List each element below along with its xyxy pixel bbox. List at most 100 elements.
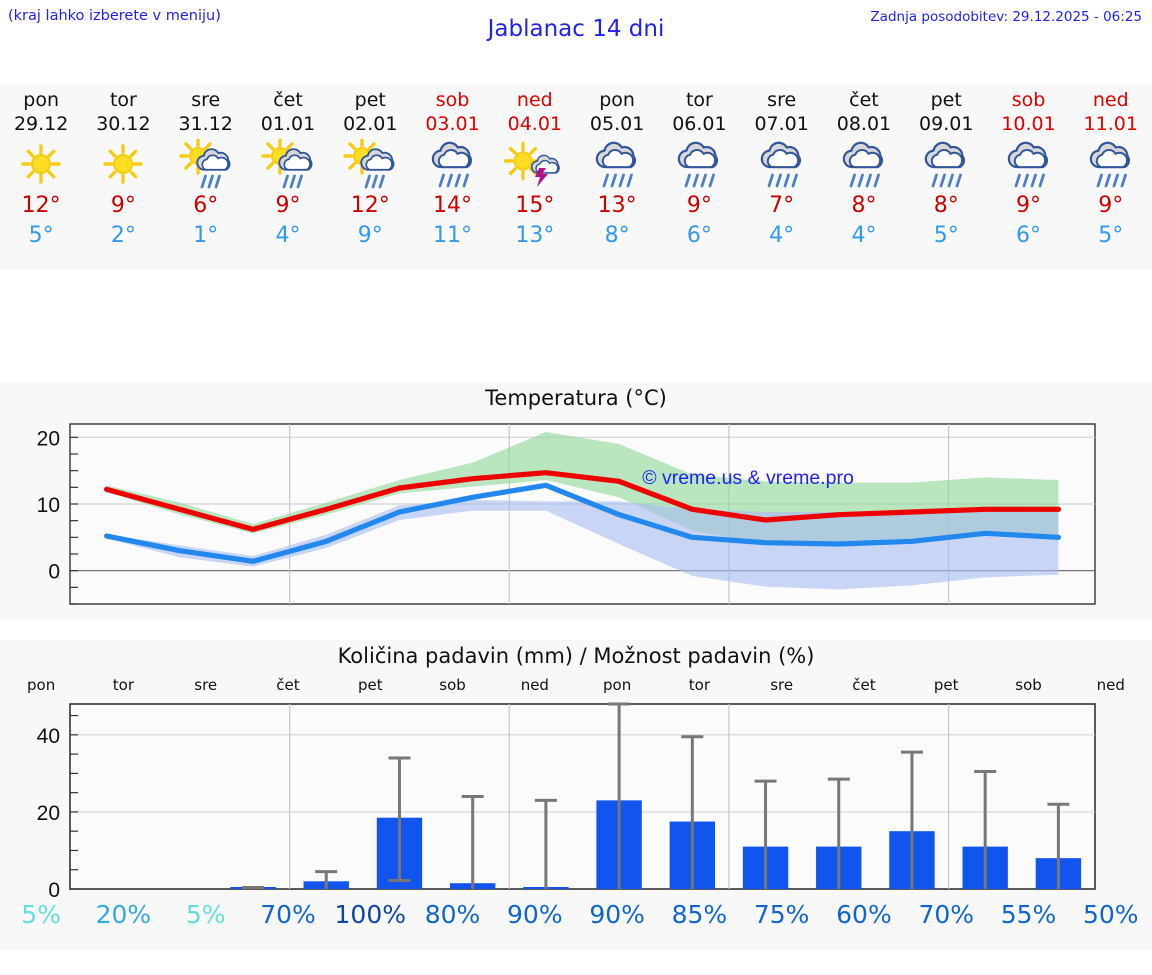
forecast-day-7[interactable]: ned 04.01 15° 13°: [494, 84, 576, 269]
precipitation-error-bar: [900, 750, 923, 889]
day-of-week-label: pon: [599, 89, 635, 111]
precipitation-error-bar: [754, 779, 777, 889]
min-temperature-label: 4°: [275, 223, 301, 248]
forecast-day-6[interactable]: sob 03.01 14° 11°: [411, 84, 493, 269]
precipitation-probability-label: 55%: [1000, 900, 1057, 929]
day-date-label: 10.01: [1001, 113, 1056, 135]
forecast-day-9[interactable]: tor 06.01 9° 6°: [658, 84, 740, 269]
min-temperature-label: 13°: [515, 223, 555, 248]
precipitation-day-labels: pon tor sre čet pet sob ned pon tor sre čet pet sob n…: [0, 676, 1152, 698]
precip-day-label: pet: [933, 676, 959, 694]
day-date-label: 03.01: [425, 113, 480, 135]
min-temperature-label: 2°: [110, 223, 136, 248]
precipitation-probability-label: 50%: [1083, 900, 1139, 929]
precipitation-error-bar: [461, 795, 484, 889]
precipitation-error-bar: [242, 885, 265, 889]
cloud-rain-icon: [914, 139, 978, 191]
precip-day-label: čet: [852, 676, 876, 694]
day-of-week-label: čet: [273, 89, 303, 111]
sun-icon: [9, 139, 73, 191]
forecast-day-13[interactable]: sob 10.01 9° 6°: [987, 84, 1069, 269]
precip-day-label: pon: [27, 676, 56, 694]
precip-y-tick-label: 40: [37, 725, 60, 748]
forecast-day-11[interactable]: čet 08.01 8° 4°: [823, 84, 905, 269]
day-date-label: 01.01: [260, 113, 316, 135]
max-temperature-label: 9°: [1016, 193, 1042, 218]
max-temperature-label: 15°: [515, 193, 555, 218]
min-temperature-label: 11°: [433, 223, 473, 248]
sun-thunderstorm-icon: [503, 139, 567, 191]
max-temperature-label: 9°: [1098, 193, 1124, 218]
precipitation-error-bar: [608, 702, 631, 889]
forecast-day-1[interactable]: pon 29.12 12° 5°: [0, 84, 82, 269]
day-of-week-label: čet: [849, 89, 879, 111]
temperature-panel: Temperatura (°C) 0 10 20 © vreme.us & vreme…: [0, 382, 1152, 620]
day-of-week-label: pon: [23, 89, 59, 111]
day-date-label: 30.12: [96, 113, 151, 135]
precipitation-error-bar: [534, 798, 557, 889]
precipitation-error-bar: [974, 769, 997, 889]
precipitation-probability-label: 75%: [753, 900, 810, 929]
precip-day-label: pet: [357, 676, 383, 694]
precip-day-label: sre: [770, 676, 794, 694]
forecast-day-2[interactable]: tor 30.12 9° 2°: [82, 84, 164, 269]
day-date-label: 11.01: [1083, 113, 1138, 135]
day-date-label: 06.01: [672, 113, 727, 135]
cloud-rain-icon: [585, 139, 649, 191]
day-date-label: 09.01: [919, 113, 974, 135]
last-update-text: Zadnja posodobitev: 29.12.2025 - 06:25: [870, 9, 1142, 25]
max-temperature-label: 13°: [597, 193, 637, 218]
day-of-week-label: tor: [109, 89, 137, 111]
forecast-day-8[interactable]: pon 05.01 13° 8°: [576, 84, 658, 269]
day-of-week-label: ned: [516, 89, 553, 111]
temp-y-tick-label: 0: [48, 561, 60, 584]
max-temperature-label: 12°: [350, 193, 390, 218]
day-of-week-label: pet: [930, 89, 962, 111]
sun-rain-icon: [174, 139, 238, 191]
min-temperature-label: 5°: [933, 223, 959, 248]
day-date-label: 08.01: [836, 113, 892, 135]
temperature-line: [104, 470, 1061, 532]
precipitation-probability-label: 60%: [836, 900, 892, 929]
min-temperature-label: 5°: [28, 223, 54, 248]
precipitation-probability-label: 70%: [260, 900, 316, 929]
max-temperature-label: 14°: [433, 193, 473, 218]
min-temperature-label: 4°: [769, 223, 795, 248]
forecast-day-5[interactable]: pet 02.01 12° 9°: [329, 84, 411, 269]
precipitation-error-bar: [388, 756, 411, 883]
max-temperature-label: 7°: [769, 193, 795, 218]
cloud-rain-icon: [1079, 139, 1143, 191]
forecast-day-3[interactable]: sre 31.12 6° 1°: [165, 84, 247, 269]
precipitation-probability-label: 85%: [671, 900, 728, 929]
precipitation-probability-label: 90%: [507, 900, 563, 929]
precip-day-label: tor: [112, 676, 135, 694]
forecast-day-4[interactable]: čet 01.01 9° 4°: [247, 84, 329, 269]
forecast-day-10[interactable]: sre 07.01 7° 4°: [741, 84, 823, 269]
daily-forecast-strip: pon 29.12 12° 5° tor 30.12 9° 2° sre 31.12 6° 1° čet…: [0, 84, 1152, 269]
day-of-week-label: pet: [354, 89, 386, 111]
precipitation-probability-label: 70%: [918, 900, 975, 929]
precip-day-label: sob: [1015, 676, 1042, 694]
max-temperature-label: 9°: [110, 193, 136, 218]
forecast-day-14[interactable]: ned 11.01 9° 5°: [1070, 84, 1152, 269]
min-temperature-label: 5°: [1098, 223, 1124, 248]
precip-day-label: tor: [688, 676, 710, 694]
precipitation-error-bar: [1047, 802, 1070, 889]
day-date-label: 29.12: [13, 113, 69, 135]
precipitation-error-bar: [315, 870, 338, 889]
max-temperature-label: 6°: [193, 193, 219, 218]
max-temperature-label: 8°: [933, 193, 959, 218]
precip-day-label: pon: [603, 676, 632, 694]
max-temperature-label: 9°: [686, 193, 712, 218]
precip-y-tick-label: 20: [37, 802, 60, 825]
day-date-label: 07.01: [754, 113, 809, 135]
precipitation-probability-label: 100%: [334, 900, 406, 929]
min-temperature-label: 6°: [686, 223, 712, 248]
precip-day-label: čet: [276, 676, 300, 694]
precipitation-error-bar: [827, 777, 850, 889]
precip-day-label: sob: [439, 676, 466, 694]
precipitation-probability-row: 5% 20% 5% 70% 100% 80% 90% 90% 85% 75% 60% 70% 55% 50…: [0, 900, 1152, 940]
cloud-rain-icon: [832, 139, 896, 191]
forecast-day-12[interactable]: pet 09.01 8° 5°: [905, 84, 987, 269]
precip-day-label: ned: [520, 676, 549, 694]
